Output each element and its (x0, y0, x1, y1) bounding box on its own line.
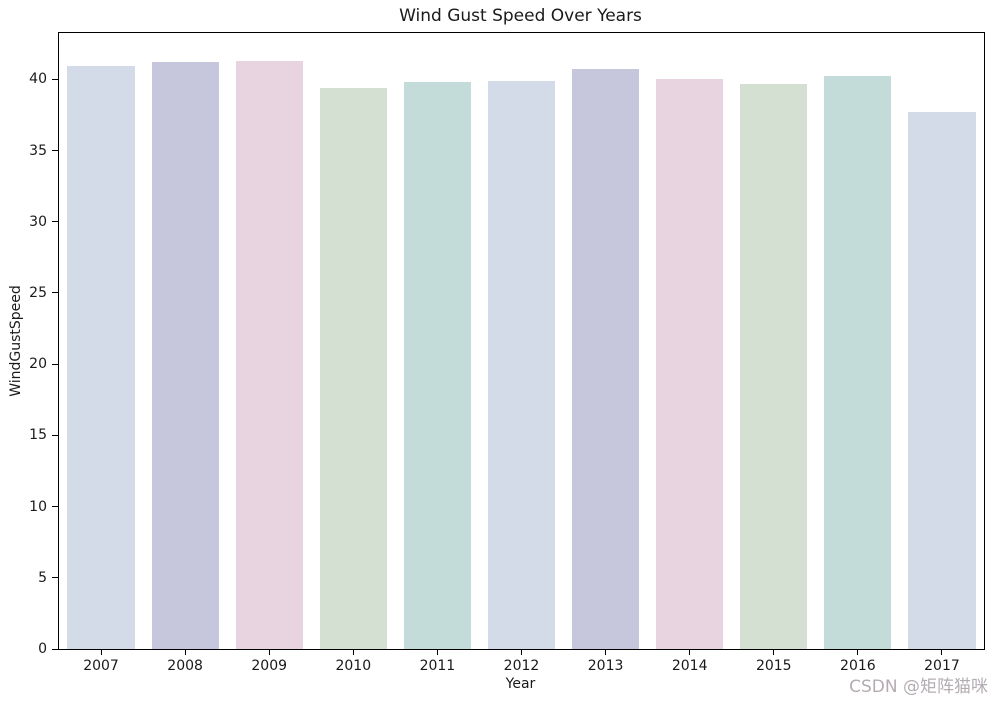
x-tick-mark-2013 (605, 650, 607, 655)
y-axis-label: WindGustSpeed (8, 285, 24, 397)
x-tick-label-2010: 2010 (335, 658, 372, 674)
y-tick-mark-10 (52, 506, 58, 508)
y-tick-mark-5 (52, 577, 58, 579)
x-tick-label-2013: 2013 (587, 658, 624, 674)
chart-title: Wind Gust Speed Over Years (399, 6, 642, 26)
x-tick-mark-2010 (352, 650, 354, 655)
x-tick-mark-2014 (689, 650, 691, 655)
watermark-text: CSDN @矩阵猫咪 (849, 677, 988, 697)
x-tick-mark-2008 (184, 650, 186, 655)
y-tick-label-35: 35 (29, 142, 47, 159)
x-tick-mark-2012 (521, 650, 522, 655)
x-tick-label-2009: 2009 (251, 658, 288, 674)
x-tick-mark-2009 (268, 650, 270, 655)
y-tick-mark-40 (52, 78, 58, 80)
y-tick-label-15: 15 (29, 427, 47, 444)
bar-2013 (571, 69, 640, 649)
x-tick-label-2011: 2011 (419, 658, 456, 674)
x-tick-mark-2015 (773, 650, 775, 655)
y-tick-mark-15 (52, 434, 58, 436)
y-tick-label-25: 25 (29, 284, 47, 301)
x-tick-mark-2011 (436, 650, 438, 655)
y-tick-label-0: 0 (38, 641, 47, 657)
y-tick-label-30: 30 (29, 213, 47, 230)
y-tick-label-20: 20 (29, 356, 47, 373)
y-tick-mark-20 (52, 363, 58, 365)
bar-2011 (403, 82, 472, 649)
y-tick-label-40: 40 (29, 71, 47, 88)
x-tick-label-2015: 2015 (755, 658, 792, 674)
x-axis-label: Year (505, 676, 536, 692)
x-tick-label-2017: 2017 (924, 658, 960, 674)
bar-2015 (740, 83, 808, 649)
bar-2009 (235, 60, 303, 649)
y-tick-mark-25 (52, 292, 58, 294)
bar-2007 (67, 66, 135, 649)
x-tick-mark-2017 (941, 650, 943, 655)
y-tick-label-10: 10 (29, 498, 47, 515)
x-tick-mark-2007 (100, 650, 102, 655)
x-tick-label-2014: 2014 (671, 658, 708, 674)
y-tick-mark-35 (52, 150, 58, 151)
x-tick-label-2016: 2016 (840, 658, 876, 674)
y-tick-mark-30 (52, 221, 58, 223)
x-tick-label-2012: 2012 (503, 658, 540, 674)
x-tick-mark-2016 (857, 650, 859, 655)
x-tick-label-2008: 2008 (167, 658, 203, 674)
bar-2012 (487, 80, 556, 649)
y-tick-label-5: 5 (38, 569, 47, 586)
y-tick-mark-0 (52, 648, 58, 650)
plot-area: 0 5 10 15 20 25 30 35 40 2007 2008 2009 2010 2011 2012… (29, 32, 985, 674)
x-tick-label-2007: 2007 (83, 658, 119, 674)
bar-2010 (319, 87, 387, 649)
bar-2014 (656, 79, 724, 649)
bar-2016 (824, 76, 892, 649)
bar-2008 (151, 62, 219, 649)
bar-2017 (908, 112, 976, 649)
